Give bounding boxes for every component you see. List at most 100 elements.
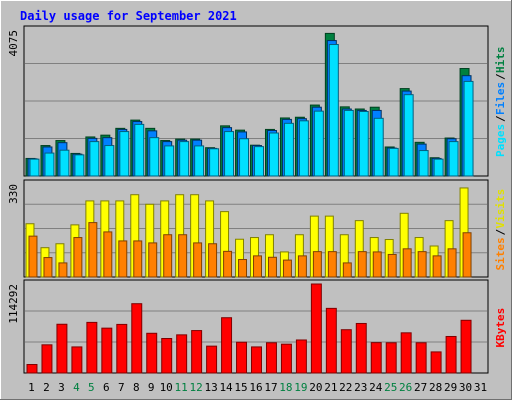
bar-kbytes-day-18 [280,343,292,374]
bar-sites-day-10 [163,234,173,278]
bar-pages-day-28 [433,158,444,177]
bar-pages-day-12 [194,145,205,177]
legend-kbytes: KBytes [494,308,507,348]
bar-sites-day-9 [148,242,158,278]
series-sites [28,222,472,278]
bar-sites-day-4 [73,237,83,278]
bar-sites-day-26 [402,248,412,278]
bar-kbytes-day-7 [116,323,128,374]
day-label-13: 13 [204,381,217,394]
legend-visits: Visits [494,189,507,229]
day-label-7: 7 [118,381,125,394]
day-label-24: 24 [369,381,383,394]
bar-kbytes-day-20 [310,283,322,374]
bar-sites-day-7 [118,240,128,278]
bar-pages-day-7 [119,131,130,177]
bar-sites-day-1 [28,235,38,278]
bar-pages-day-15 [239,138,250,177]
legend-pages: Pages [494,124,507,157]
bar-sites-day-3 [58,262,68,278]
bar-sites-day-2 [43,257,53,278]
bar-kbytes-day-22 [340,329,352,374]
bar-pages-day-8 [134,123,145,177]
bar-kbytes-day-12 [191,330,203,374]
day-label-17: 17 [264,381,277,394]
bar-kbytes-day-3 [56,323,68,374]
bar-sites-day-21 [327,251,337,278]
bar-sites-day-27 [417,251,427,278]
day-label-22: 22 [339,381,352,394]
bar-sites-day-30 [462,232,472,278]
bar-kbytes-day-16 [251,346,262,374]
day-label-28: 28 [429,381,442,394]
day-label-11: 11 [175,381,188,394]
legend-separator: / [494,73,507,80]
day-label-8: 8 [133,381,140,394]
bar-sites-day-20 [312,251,322,278]
day-label-30: 30 [459,381,472,394]
bar-pages-day-10 [164,145,175,177]
bar-pages-day-16 [254,146,264,177]
panel-visits-sites: 330 Sites/Visits [7,179,507,278]
day-label-16: 16 [249,381,262,394]
day-label-21: 21 [324,381,337,394]
bar-pages-day-25 [388,147,399,177]
day-label-2: 2 [43,381,50,394]
bar-kbytes-day-2 [41,344,53,374]
bar-pages-day-23 [358,111,369,177]
bar-sites-day-29 [447,248,457,278]
day-label-10: 10 [160,381,173,394]
bar-pages-day-27 [418,150,429,177]
day-label-12: 12 [190,381,203,394]
bar-sites-day-15 [238,259,248,278]
bar-sites-day-16 [253,255,262,278]
day-label-5: 5 [88,381,95,394]
bar-kbytes-day-30 [460,319,472,374]
day-label-23: 23 [354,381,367,394]
day-label-26: 26 [399,381,412,394]
bar-kbytes-day-28 [430,351,442,374]
chart-title: Daily usage for September 2021 [20,9,237,23]
legend-hits: Hits [494,47,507,74]
bar-pages-day-20 [313,110,324,177]
bar-pages-day-9 [149,137,160,177]
bar-kbytes-day-25 [385,342,397,374]
y-max-label: 4075 [7,30,20,57]
bar-sites-day-14 [223,250,233,278]
bar-pages-day-2 [44,152,55,177]
bar-kbytes-day-27 [415,342,427,374]
bar-pages-day-13 [209,148,220,177]
day-label-14: 14 [219,381,233,394]
bar-kbytes-day-13 [206,345,218,374]
bar-pages-day-22 [343,109,354,177]
bar-pages-day-5 [89,141,100,177]
day-label-3: 3 [58,381,65,394]
bar-sites-day-18 [282,259,292,278]
bar-sites-day-13 [208,243,218,278]
bar-sites-day-5 [88,222,98,278]
day-label-27: 27 [414,381,427,394]
day-label-31: 31 [474,381,487,394]
day-label-4: 4 [73,381,80,394]
bar-sites-day-6 [103,231,113,278]
bar-kbytes-day-5 [86,321,98,374]
bar-sites-day-17 [267,256,277,278]
bar-kbytes-day-15 [236,341,248,374]
bar-kbytes-day-8 [131,303,143,374]
bar-kbytes-day-29 [445,335,457,374]
day-label-15: 15 [234,381,247,394]
day-label-20: 20 [309,381,322,394]
bar-sites-day-23 [357,251,367,278]
bar-sites-day-25 [387,253,397,278]
day-label-9: 9 [148,381,155,394]
bar-sites-day-28 [432,255,442,278]
bar-pages-day-6 [104,145,115,177]
legend-sites: Sites [494,237,507,270]
day-label-6: 6 [103,381,110,394]
bar-pages-day-11 [179,141,190,177]
day-label-18: 18 [279,381,292,394]
bar-pages-day-3 [59,149,70,177]
